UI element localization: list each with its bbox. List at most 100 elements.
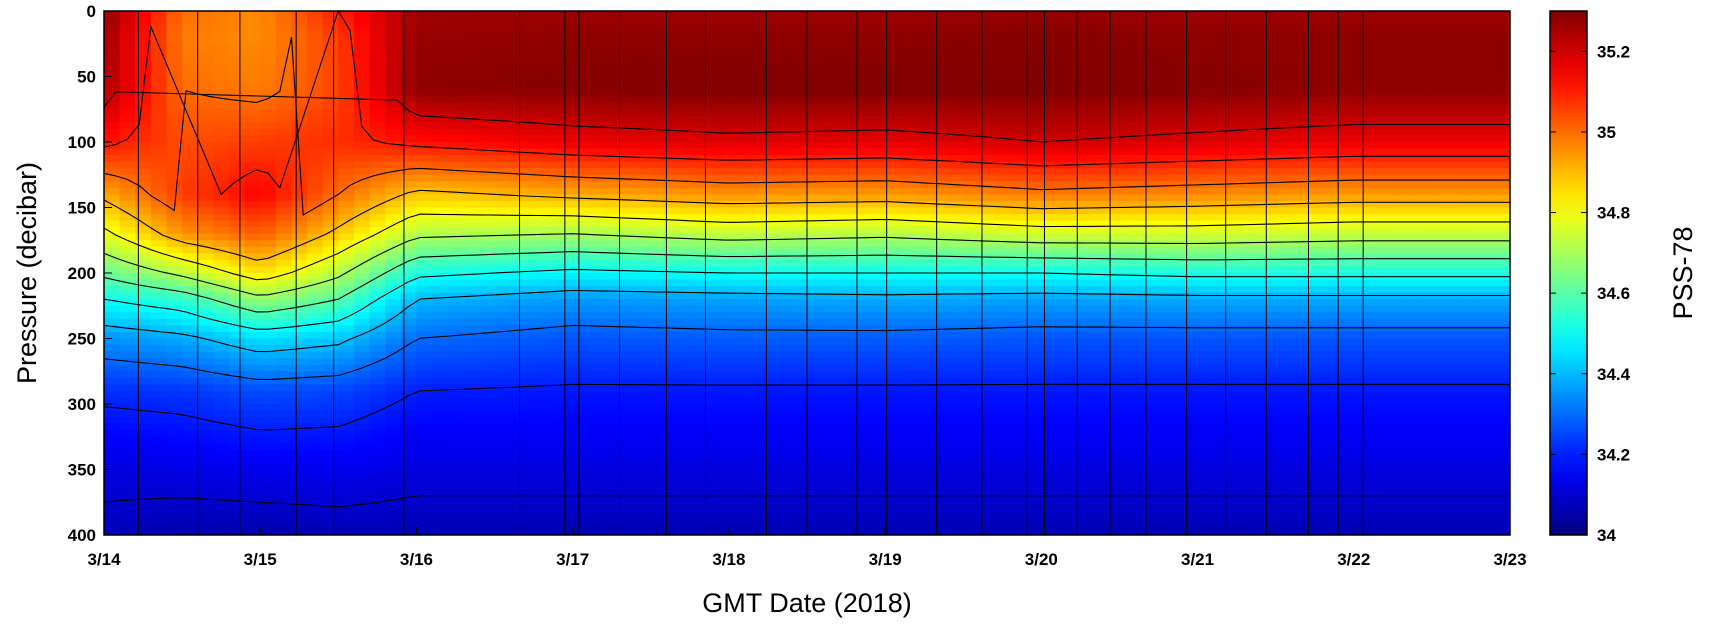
heatmap-cell (166, 286, 183, 294)
heatmap-cell (760, 338, 777, 346)
heatmap-cell (572, 142, 589, 150)
heatmap-cell (463, 11, 480, 19)
heatmap-cell (838, 436, 855, 444)
heatmap-cell (666, 338, 683, 346)
heatmap-cell (525, 528, 543, 535)
heatmap-cell (838, 410, 855, 418)
heatmap-cell (838, 109, 855, 117)
heatmap-cell (338, 161, 355, 169)
heatmap-cell (135, 286, 152, 294)
heatmap-cell (869, 462, 886, 471)
heatmap-cell (478, 482, 496, 490)
heatmap-cell (650, 404, 667, 412)
heatmap-cell (931, 358, 949, 366)
heatmap-cell (728, 430, 746, 438)
heatmap-cell (244, 358, 261, 366)
heatmap-cell (1056, 135, 1074, 143)
heatmap-cell (744, 521, 761, 530)
heatmap-cell (713, 397, 730, 405)
heatmap-cell (807, 273, 824, 281)
heatmap-cell (572, 305, 589, 313)
heatmap-cell (728, 299, 746, 307)
heatmap-cell (307, 449, 324, 457)
heatmap-cell (978, 128, 996, 137)
heatmap-cell (588, 259, 605, 268)
heatmap-cell (478, 50, 496, 58)
heatmap-cell (728, 404, 746, 412)
heatmap-cell (291, 410, 308, 418)
heatmap-cell (291, 364, 308, 372)
heatmap-cell (104, 246, 121, 254)
heatmap-cell (432, 417, 449, 425)
heatmap-cell (807, 43, 824, 51)
heatmap-cell (182, 469, 199, 477)
heatmap-cell (791, 528, 808, 535)
heatmap-cell (1041, 128, 1058, 137)
heatmap-cell (822, 266, 839, 274)
heatmap-cell (994, 502, 1011, 510)
heatmap-cell (400, 345, 418, 353)
heatmap-cell (775, 174, 792, 182)
heatmap-cell (338, 489, 355, 497)
heatmap-cell (900, 292, 917, 300)
heatmap-cell (494, 521, 511, 530)
heatmap-cell (478, 279, 496, 287)
heatmap-cell (166, 358, 183, 366)
heatmap-cell (510, 417, 527, 425)
heatmap-cell (1010, 240, 1027, 248)
heatmap-cell (135, 508, 152, 516)
heatmap-cell (353, 168, 371, 176)
heatmap-cell (541, 148, 558, 156)
heatmap-cell (775, 214, 792, 222)
heatmap-cell (150, 495, 168, 503)
heatmap-cell (228, 246, 246, 254)
heatmap-cell (853, 325, 871, 333)
heatmap-cell (432, 404, 449, 412)
heatmap-cell (603, 371, 621, 379)
heatmap-cell (150, 436, 168, 444)
heatmap-cell (963, 50, 980, 58)
heatmap-cell (1025, 515, 1042, 523)
heatmap-cell (150, 338, 168, 346)
heatmap-cell (385, 200, 402, 209)
heatmap-cell (682, 345, 699, 353)
heatmap-cell (338, 273, 355, 281)
heatmap-cell (963, 430, 980, 438)
heatmap-cell (416, 456, 433, 464)
heatmap-cell (275, 115, 293, 123)
heatmap-cell (885, 469, 902, 477)
heatmap-cell (572, 155, 589, 163)
heatmap-cell (416, 142, 433, 150)
heatmap-cell (432, 194, 449, 202)
heatmap-cell (650, 194, 667, 202)
heatmap-cell (682, 11, 699, 19)
heatmap-cell (978, 76, 996, 84)
heatmap-cell (807, 305, 824, 313)
heatmap-cell (322, 286, 339, 294)
heatmap-cell (572, 515, 589, 523)
heatmap-cell (619, 345, 636, 353)
heatmap-cell (385, 102, 402, 110)
heatmap-cell (166, 96, 183, 104)
heatmap-cell (416, 279, 433, 287)
heatmap-cell (760, 194, 777, 202)
heatmap-cell (838, 489, 855, 497)
heatmap-cell (603, 56, 621, 64)
heatmap-cell (744, 11, 761, 19)
heatmap-cell (744, 345, 761, 353)
heatmap-cell (416, 89, 433, 97)
heatmap-cell (338, 286, 355, 294)
heatmap-cell (432, 397, 449, 405)
heatmap-cell (853, 345, 871, 353)
heatmap-cell (416, 220, 433, 228)
heatmap-cell (338, 430, 355, 438)
heatmap-cell (338, 56, 355, 64)
heatmap-cell (1056, 63, 1074, 71)
heatmap-cell (463, 443, 480, 451)
heatmap-cell (166, 135, 183, 143)
heatmap-cell (432, 286, 449, 294)
heatmap-cell (744, 489, 761, 497)
heatmap-cell (822, 482, 839, 490)
heatmap-cell (494, 11, 511, 19)
heatmap-cell (666, 417, 683, 425)
